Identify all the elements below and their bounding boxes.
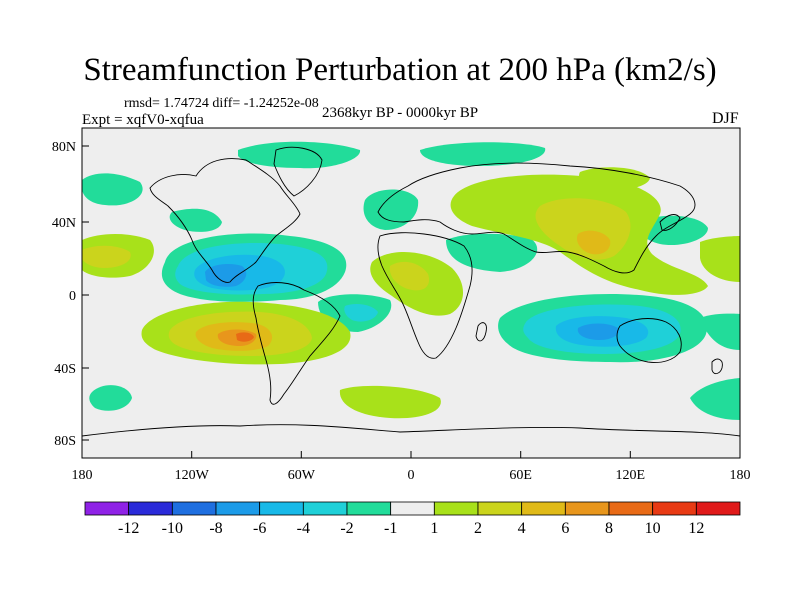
colorbar-swatch [433,501,479,516]
lat-tick-label: 0 [69,289,76,304]
contour-blob [344,304,378,322]
lon-tick-label: 120W [175,468,210,483]
contour-blob [89,385,132,411]
lat-tick-label: 40S [54,362,76,377]
coastline-greenland [273,146,323,197]
contour-blob [82,173,143,206]
colorbar-label: 4 [518,520,526,537]
season-label: DJF [712,110,739,127]
contour-blob [205,264,247,287]
colorbar-swatch [128,501,173,516]
contour-blob [238,141,361,169]
colorbar-swatch [84,501,130,516]
experiment-text: Expt = xqfV0-xqfua [82,112,204,128]
contour-blob [82,245,131,268]
coastline-south-america [252,282,341,405]
contour-blob [700,313,740,350]
lon-tick-label: 180 [72,468,93,483]
lat-tick-label: 80S [54,434,76,449]
lon-tick-label: 180 [730,468,751,483]
contour-blob [236,332,254,342]
colorbar-label: -10 [162,520,183,537]
colorbar-label: 10 [645,520,661,537]
contour-blob [363,189,419,230]
contour-blob [638,215,708,246]
colorbar-swatch [302,501,348,516]
contour-blob [446,233,538,272]
colorbar-label: -12 [118,520,139,537]
lon-tick-label: 120E [616,468,646,483]
coastline-europe-asia [377,162,696,274]
colorbar-label: -4 [297,520,310,537]
colorbar-swatch [346,501,392,516]
contour-blob [700,236,740,282]
coastline-japan [659,214,681,231]
colorbar-label: 8 [605,520,613,537]
coastline-antarctica [82,424,740,437]
colorbar-label: -1 [384,520,397,537]
contour-blob [339,385,441,419]
lon-tick-label: 0 [408,468,415,483]
colorbar-swatch [521,501,566,516]
colorbar-swatch [695,501,741,516]
lat-tick-label: 80N [52,140,76,155]
colorbar-swatch [215,501,261,516]
colorbar-swatch [564,501,610,516]
colorbar-label: 1 [430,520,438,537]
stats-text: rmsd= 1.74724 diff= -1.24252e-08 [124,96,319,111]
contour-blob [690,378,740,420]
lon-tick-label: 60E [509,468,532,483]
coastlines [82,146,740,437]
colorbar-label: -6 [253,520,266,537]
lat-tick-label: 40N [52,216,76,231]
colorbar-label: -8 [209,520,222,537]
period-text: 2368kyr BP - 0000kyr BP [322,105,479,121]
contour-blob [577,323,619,340]
coastline-madagascar [475,322,487,342]
colorbar-labels: -12 -10 -8 -6 -4 -2 -1 1 2 4 6 8 10 12 [118,520,704,537]
colorbar-swatch [477,501,523,516]
map-plot-area [81,127,741,459]
colorbar-label: 6 [561,520,569,537]
contour-blob [576,230,611,255]
coastline-australia [616,318,682,363]
tick-marks [81,145,741,458]
lon-tick-label: 60W [288,468,316,483]
coastline-north-america [149,158,301,283]
coastline-africa [377,232,473,359]
colorbar-swatch [652,501,697,516]
colorbar-swatch [171,501,217,516]
colorbar-label: 2 [474,520,482,537]
contour-blob [420,142,546,166]
map-title: Streamfunction Perturbation at 200 hPa (… [83,52,717,88]
coastline-new-zealand [711,358,723,375]
colorbar-label: 12 [688,520,704,537]
colorbar-swatch [259,501,304,516]
colorbar-swatch [390,501,435,516]
colorbar-swatch [608,501,654,516]
contour-fields [82,141,740,420]
colorbar [84,501,741,516]
contour-blob [169,208,222,232]
colorbar-label: -2 [340,520,353,537]
contour-blob [389,261,430,291]
